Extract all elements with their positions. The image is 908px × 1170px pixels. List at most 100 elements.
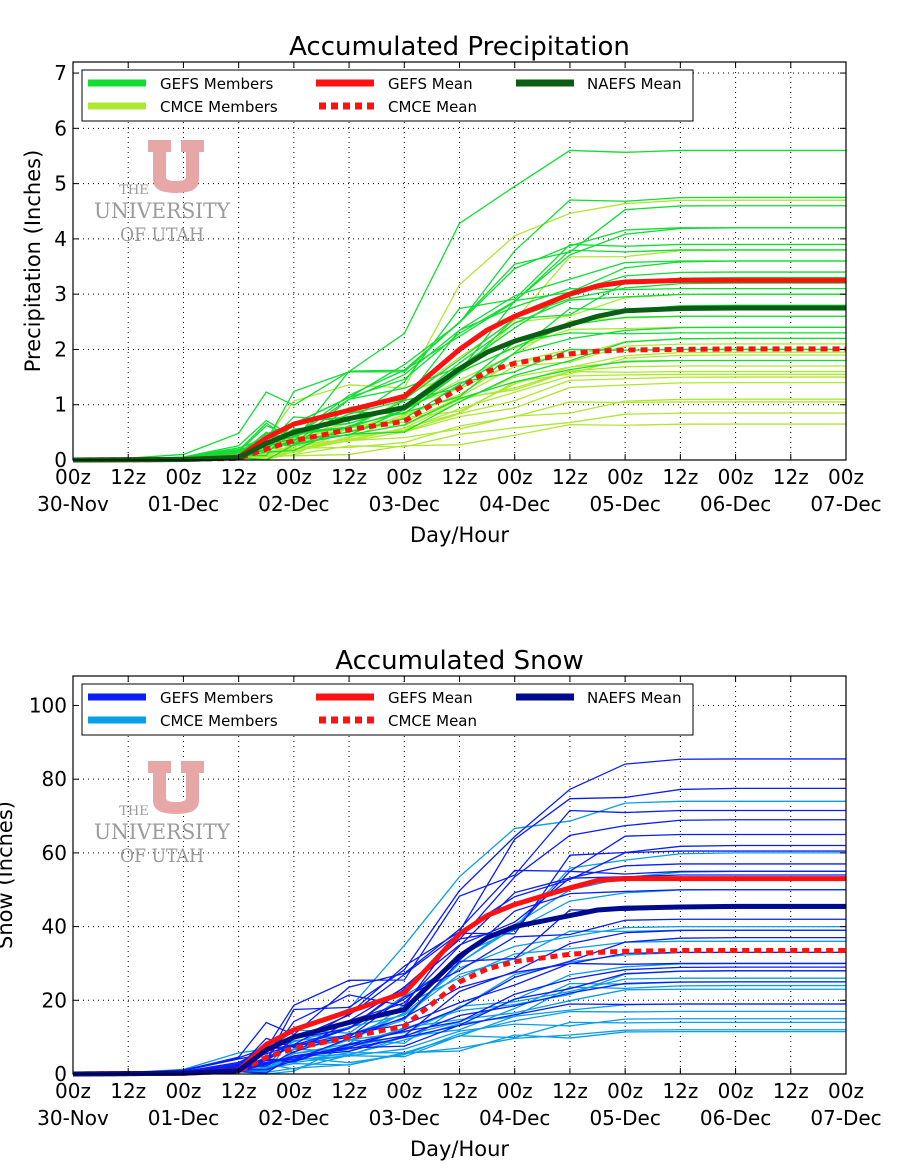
snow-x-tick-label-hour: 00z [828, 1079, 864, 1103]
precip-y-tick-label: 6 [54, 116, 67, 140]
snow-x-tick-label-hour: 12z [110, 1079, 146, 1103]
logo-line-of-utah: OF UTAH [120, 224, 204, 246]
precip-legend: GEFS Members GEFS Mean NAEFS Mean CMCE M… [81, 69, 694, 122]
precip-gefs-member-line [72, 287, 846, 461]
precip-gefs-member-line [72, 149, 846, 461]
precip-y-tick-label: 0 [54, 448, 67, 472]
precip-gefs-member-line [72, 332, 846, 461]
snow-y-tick-label: 60 [42, 841, 67, 865]
precip-x-tick-label-hour: 00z [497, 465, 533, 489]
precip-x-tick-label-date: 05-Dec [589, 492, 660, 516]
precip-legend-label-gefs-mean: GEFS Mean [388, 75, 473, 93]
snow-x-tick-label-date: 05-Dec [589, 1106, 660, 1130]
snow-legend-box [81, 683, 694, 736]
snow-x-tick-label-hour: 12z [221, 1079, 257, 1103]
precip-gefs-member-line [72, 243, 846, 461]
precip-x-tick-label-date: 02-Dec [258, 492, 329, 516]
precip-x-tick-label-hour: 00z [718, 465, 754, 489]
precip-x-tick-label-date: 03-Dec [369, 492, 440, 516]
snow-x-tick-label-hour: 12z [442, 1079, 478, 1103]
snow-x-tick-label-hour: 00z [497, 1079, 533, 1103]
precip-x-tick-label-hour: 12z [773, 465, 809, 489]
precip-y-tick-label: 3 [54, 282, 67, 306]
precip-x-tick-label-hour: 12z [442, 465, 478, 489]
precip-x-tick-label-hour: 00z [276, 465, 312, 489]
snow-x-tick-label-date: 06-Dec [700, 1106, 771, 1130]
precip-chart-title: Accumulated Precipitation [289, 32, 630, 62]
snow-x-tick-label-hour: 00z [276, 1079, 312, 1103]
precip-gefs-mean-line [72, 277, 846, 463]
precip-gefs-member-line [72, 348, 846, 461]
precip-x-tick-label-hour: 12z [662, 465, 698, 489]
precip-x-tick-label-hour: 12z [221, 465, 257, 489]
logo-line-university: UNIVERSITY [94, 820, 231, 844]
snow-gefs-member-line [72, 833, 846, 1075]
precip-naefs-mean-line [72, 305, 846, 463]
snow-cmce-mean-line [72, 948, 846, 1077]
university-logo-snow: THE UNIVERSITY OF UTAH [94, 761, 231, 867]
snow-x-tick-label-hour: 00z [165, 1079, 201, 1103]
snow-x-tick-label-hour: 00z [718, 1079, 754, 1103]
snow-y-tick-label: 0 [54, 1062, 67, 1086]
precip-panel: THE UNIVERSITY OF UTAH 0 1 2 3 4 5 6 7 00z 30-Nov… [21, 32, 882, 547]
snow-x-tick-label-date: 01-Dec [148, 1106, 219, 1130]
snow-gefs-member-line [72, 863, 846, 1075]
snow-y-tick-label: 40 [42, 915, 67, 939]
precip-x-tick-label-hour: 12z [552, 465, 588, 489]
snow-legend: GEFS Members GEFS Mean NAEFS Mean CMCE M… [81, 683, 694, 736]
precip-y-tick-label: 4 [54, 227, 67, 251]
snow-panel: THE UNIVERSITY OF UTAH 0 20 40 60 80 100 00z 30… [0, 646, 882, 1161]
snow-x-axis-label: Day/Hour [410, 1137, 509, 1161]
precip-legend-box [81, 69, 694, 122]
precip-mean-lines [72, 277, 846, 463]
snow-legend-label-naefs-mean: NAEFS Mean [587, 689, 681, 707]
snow-legend-label-gefs-members: GEFS Members [160, 689, 273, 707]
snow-legend-label-gefs-mean: GEFS Mean [388, 689, 473, 707]
logo-line-the: THE [119, 804, 149, 819]
snow-legend-label-cmce-members: CMCE Members [160, 712, 278, 730]
logo-line-of-utah: OF UTAH [120, 845, 204, 867]
snow-x-tick-label-hour: 12z [662, 1079, 698, 1103]
snow-x-tick-label-hour: 12z [773, 1079, 809, 1103]
precip-legend-label-cmce-mean: CMCE Mean [388, 98, 477, 116]
snow-y-axis-label: Snow (Inches) [0, 801, 17, 949]
snow-x-tick-label-hour: 00z [607, 1079, 643, 1103]
precip-x-axis-label: Day/Hour [410, 523, 509, 547]
snow-gefs-mean-line [72, 876, 846, 1077]
precip-y-tick-label: 1 [54, 393, 67, 417]
snow-gefs-member-line [72, 874, 846, 1075]
precip-x-tick-label-date: 06-Dec [700, 492, 771, 516]
precip-legend-label-cmce-members: CMCE Members [160, 98, 278, 116]
snow-chart-title: Accumulated Snow [335, 646, 583, 676]
snow-x-tick-label-date: 03-Dec [369, 1106, 440, 1130]
snow-x-tick-label-hour: 00z [55, 1079, 91, 1103]
precip-legend-label-naefs-mean: NAEFS Mean [587, 75, 681, 93]
snow-x-tick-label-date: 07-Dec [810, 1106, 881, 1130]
precip-x-tick-label-hour: 12z [331, 465, 367, 489]
precip-x-tick-label-date: 30-Nov [37, 492, 109, 516]
snow-x-tick-label-date: 02-Dec [258, 1106, 329, 1130]
precip-cmce-mean-line [72, 346, 846, 463]
snow-y-tick-label: 20 [42, 988, 67, 1012]
precip-x-tick-label-date: 04-Dec [479, 492, 550, 516]
precip-y-tick-label: 5 [54, 172, 67, 196]
precip-y-tick-label: 7 [54, 61, 67, 85]
u-logo-icon [148, 140, 204, 193]
u-logo-icon [148, 761, 204, 814]
precip-legend-label-gefs-members: GEFS Members [160, 75, 273, 93]
precip-x-tick-label-hour: 12z [110, 465, 146, 489]
logo-line-the: THE [119, 183, 149, 198]
snow-x-tick-label-hour: 00z [386, 1079, 422, 1103]
precip-x-tick-label-hour: 00z [55, 465, 91, 489]
snow-y-tick-label: 100 [29, 693, 67, 717]
precip-x-tick-label-date: 07-Dec [810, 492, 881, 516]
precip-y-axis-label: Precipitation (Inches) [21, 150, 45, 373]
precip-x-tick-label-hour: 00z [165, 465, 201, 489]
precip-x-tick-label-hour: 00z [607, 465, 643, 489]
snow-x-tick-label-date: 04-Dec [479, 1106, 550, 1130]
university-logo-precip: THE UNIVERSITY OF UTAH [94, 140, 231, 246]
snow-gefs-member-line [72, 850, 846, 1075]
